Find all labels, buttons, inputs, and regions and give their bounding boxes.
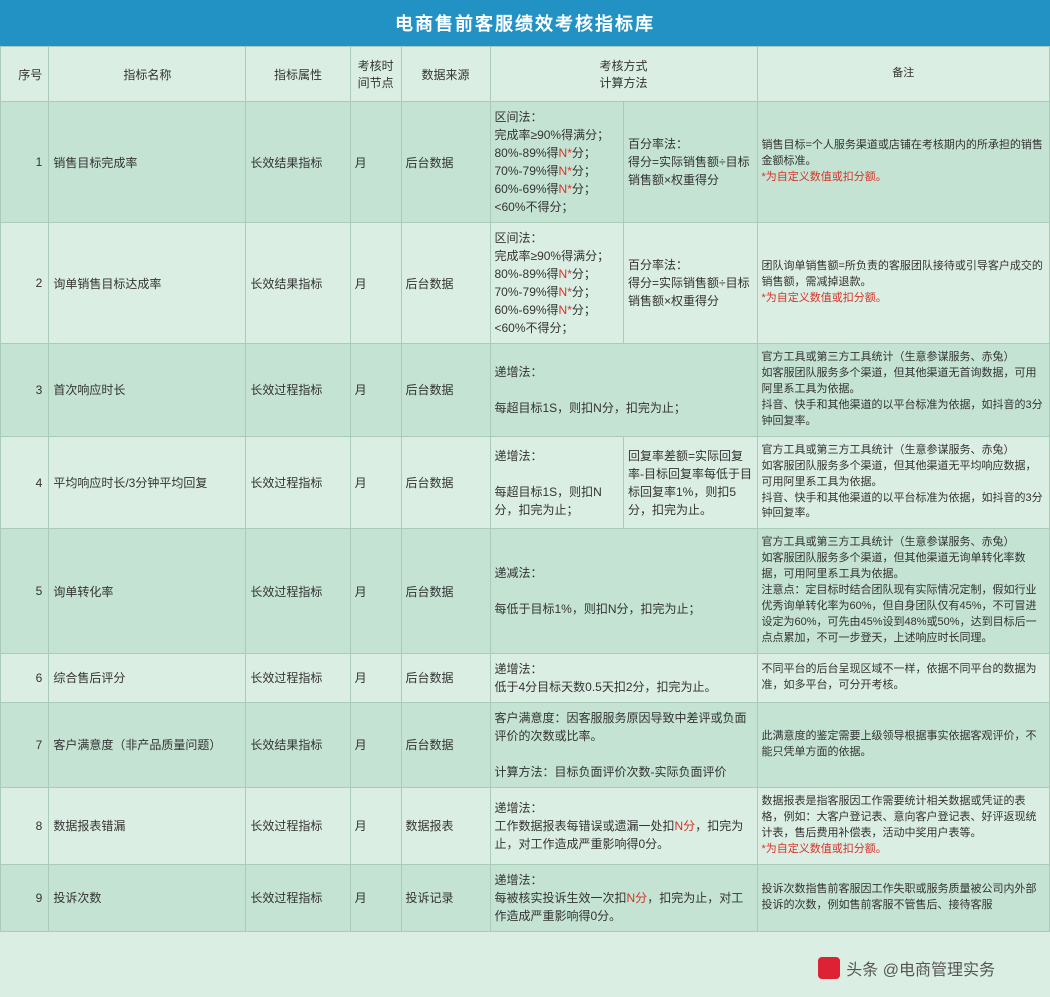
cell-note: 官方工具或第三方工具统计（生意参谋服务、赤兔）如客服团队服务多个渠道，但其他渠道… — [757, 344, 1050, 437]
cell-src: 后台数据 — [401, 529, 490, 654]
th-note: 备注 — [757, 47, 1050, 102]
cell-time: 月 — [350, 787, 401, 864]
cell-name: 投诉次数 — [49, 864, 246, 931]
cell-time: 月 — [350, 436, 401, 529]
cell-attr: 长效过程指标 — [246, 529, 350, 654]
cell-src: 投诉记录 — [401, 864, 490, 931]
table-row: 3首次响应时长长效过程指标月后台数据递增法：每超目标1S，则扣N分，扣完为止；官… — [1, 344, 1050, 437]
th-seq: 序号 — [1, 47, 49, 102]
cell-seq: 8 — [1, 787, 49, 864]
cell-src: 后台数据 — [401, 436, 490, 529]
cell-method-2: 百分率法：得分=实际销售额÷目标销售额×权重得分 — [624, 223, 758, 344]
cell-seq: 4 — [1, 436, 49, 529]
cell-note: 此满意度的鉴定需要上级领导根据事实依据客观评价，不能只凭单方面的依据。 — [757, 702, 1050, 787]
cell-name: 首次响应时长 — [49, 344, 246, 437]
cell-method-1: 递增法：每超目标1S，则扣N分，扣完为止； — [490, 436, 624, 529]
cell-note: 不同平台的后台呈现区域不一样，依据不同平台的数据为准，如多平台，可分开考核。 — [757, 653, 1050, 702]
header-row: 序号 指标名称 指标属性 考核时间节点 数据来源 考核方式 计算方法 备注 — [1, 47, 1050, 102]
cell-note: 官方工具或第三方工具统计（生意参谋服务、赤兔）如客服团队服务多个渠道，但其他渠道… — [757, 436, 1050, 529]
cell-attr: 长效过程指标 — [246, 787, 350, 864]
cell-attr: 长效过程指标 — [246, 436, 350, 529]
cell-name: 客户满意度（非产品质量问题） — [49, 702, 246, 787]
th-src: 数据来源 — [401, 47, 490, 102]
cell-name: 询单转化率 — [49, 529, 246, 654]
cell-attr: 长效结果指标 — [246, 102, 350, 223]
cell-name: 数据报表错漏 — [49, 787, 246, 864]
cell-seq: 5 — [1, 529, 49, 654]
cell-seq: 3 — [1, 344, 49, 437]
page-title: 电商售前客服绩效考核指标库 — [0, 0, 1050, 46]
cell-seq: 2 — [1, 223, 49, 344]
cell-attr: 长效过程指标 — [246, 864, 350, 931]
table-row: 5询单转化率长效过程指标月后台数据递减法：每低于目标1%，则扣N分，扣完为止；官… — [1, 529, 1050, 654]
cell-note: 投诉次数指售前客服因工作失职或服务质量被公司内外部投诉的次数，例如售前客服不管售… — [757, 864, 1050, 931]
cell-src: 后台数据 — [401, 702, 490, 787]
th-method: 考核方式 计算方法 — [490, 47, 757, 102]
cell-attr: 长效过程指标 — [246, 344, 350, 437]
cell-note: 数据报表是指客服因工作需要统计相关数据或凭证的表格，例如：大客户登记表、意向客户… — [757, 787, 1050, 864]
cell-method: 客户满意度：因客服服务原因导致中差评或负面评价的次数或比率。计算方法：目标负面评… — [490, 702, 757, 787]
cell-method-2: 回复率差额=实际回复率-目标回复率每低于目标回复率1%，则扣5分，扣完为止。 — [624, 436, 758, 529]
cell-method-1: 区间法：完成率≥90%得满分；80%-89%得N*分；70%-79%得N*分；6… — [490, 102, 624, 223]
table-row: 7客户满意度（非产品质量问题）长效结果指标月后台数据客户满意度：因客服服务原因导… — [1, 702, 1050, 787]
cell-time: 月 — [350, 529, 401, 654]
cell-time: 月 — [350, 102, 401, 223]
cell-name: 平均响应时长/3分钟平均回复 — [49, 436, 246, 529]
watermark-text: 头条 @电商管理实务 — [846, 956, 995, 980]
table-row: 2询单销售目标达成率长效结果指标月后台数据区间法：完成率≥90%得满分；80%-… — [1, 223, 1050, 344]
cell-attr: 长效过程指标 — [246, 653, 350, 702]
toutiao-logo-icon — [818, 957, 840, 979]
cell-name: 销售目标完成率 — [49, 102, 246, 223]
watermark: 头条 @电商管理实务 — [818, 956, 995, 980]
cell-method: 递减法：每低于目标1%，则扣N分，扣完为止； — [490, 529, 757, 654]
cell-seq: 6 — [1, 653, 49, 702]
kpi-table: 序号 指标名称 指标属性 考核时间节点 数据来源 考核方式 计算方法 备注 1销… — [0, 46, 1050, 932]
cell-src: 后台数据 — [401, 344, 490, 437]
cell-note: 销售目标=个人服务渠道或店铺在考核期内的所承担的销售金额标准。*为自定义数值或扣… — [757, 102, 1050, 223]
cell-attr: 长效结果指标 — [246, 702, 350, 787]
th-name: 指标名称 — [49, 47, 246, 102]
cell-method: 递增法：每超目标1S，则扣N分，扣完为止； — [490, 344, 757, 437]
table-row: 6综合售后评分长效过程指标月后台数据递增法：低于4分目标天数0.5天扣2分，扣完… — [1, 653, 1050, 702]
cell-time: 月 — [350, 864, 401, 931]
cell-time: 月 — [350, 223, 401, 344]
cell-name: 询单销售目标达成率 — [49, 223, 246, 344]
cell-method-2: 百分率法：得分=实际销售额÷目标销售额×权重得分 — [624, 102, 758, 223]
cell-seq: 1 — [1, 102, 49, 223]
cell-src: 后台数据 — [401, 653, 490, 702]
cell-name: 综合售后评分 — [49, 653, 246, 702]
cell-seq: 7 — [1, 702, 49, 787]
cell-note: 官方工具或第三方工具统计（生意参谋服务、赤兔）如客服团队服务多个渠道，但其他渠道… — [757, 529, 1050, 654]
cell-time: 月 — [350, 344, 401, 437]
th-time: 考核时间节点 — [350, 47, 401, 102]
cell-method: 递增法：工作数据报表每错误或遗漏一处扣N分，扣完为止，对工作造成严重影响得0分。 — [490, 787, 757, 864]
table-row: 8数据报表错漏长效过程指标月数据报表递增法：工作数据报表每错误或遗漏一处扣N分，… — [1, 787, 1050, 864]
table-row: 4平均响应时长/3分钟平均回复长效过程指标月后台数据递增法：每超目标1S，则扣N… — [1, 436, 1050, 529]
cell-attr: 长效结果指标 — [246, 223, 350, 344]
cell-src: 后台数据 — [401, 223, 490, 344]
table-row: 1销售目标完成率长效结果指标月后台数据区间法：完成率≥90%得满分；80%-89… — [1, 102, 1050, 223]
cell-method: 递增法：低于4分目标天数0.5天扣2分，扣完为止。 — [490, 653, 757, 702]
th-attr: 指标属性 — [246, 47, 350, 102]
cell-note: 团队询单销售额=所负责的客服团队接待或引导客户成交的销售额，需减掉退款。*为自定… — [757, 223, 1050, 344]
cell-src: 数据报表 — [401, 787, 490, 864]
cell-method: 递增法：每被核实投诉生效一次扣N分，扣完为止，对工作造成严重影响得0分。 — [490, 864, 757, 931]
cell-seq: 9 — [1, 864, 49, 931]
table-row: 9投诉次数长效过程指标月投诉记录递增法：每被核实投诉生效一次扣N分，扣完为止，对… — [1, 864, 1050, 931]
cell-src: 后台数据 — [401, 102, 490, 223]
cell-method-1: 区间法：完成率≥90%得满分；80%-89%得N*分；70%-79%得N*分；6… — [490, 223, 624, 344]
cell-time: 月 — [350, 702, 401, 787]
cell-time: 月 — [350, 653, 401, 702]
